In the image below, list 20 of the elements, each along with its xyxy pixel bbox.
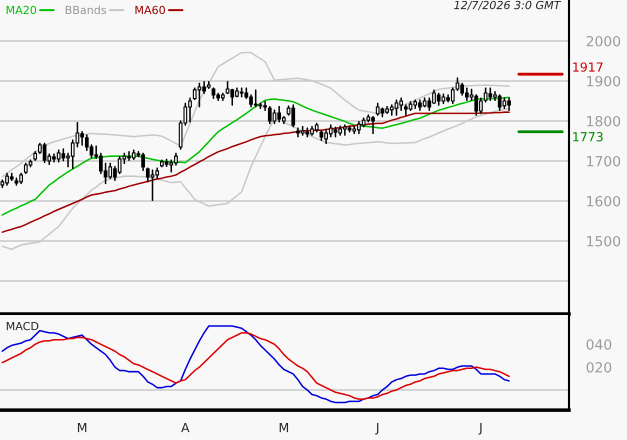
y-tick-label: 1800 bbox=[587, 116, 620, 126]
x-tick-label: J bbox=[375, 422, 378, 435]
x-tick-label: M bbox=[78, 422, 86, 432]
chart-title: MACD bbox=[6, 322, 38, 330]
y-tick-label: 020 bbox=[586, 362, 612, 373]
ref-line-label: 1917 bbox=[573, 62, 603, 72]
annotation: 12/7/2026 3:0 GMT bbox=[454, 0, 562, 10]
x-tick-label: A bbox=[181, 422, 190, 432]
y-tick-label: 040 bbox=[586, 339, 612, 350]
x-tick-label: J bbox=[478, 422, 482, 435]
y-tick-label: 1900 bbox=[587, 76, 620, 86]
y-tick-label: 1600 bbox=[587, 196, 620, 206]
y-tick-label: 1500 bbox=[587, 236, 620, 246]
y-tick-label: 1700 bbox=[587, 156, 620, 166]
y-tick-label: 2000 bbox=[586, 36, 620, 46]
legend-label: BBands bbox=[66, 6, 106, 14]
ref-line-label: 1773 bbox=[573, 132, 603, 142]
x-tick-label: M bbox=[280, 422, 288, 432]
legend-label: MA60 bbox=[135, 6, 165, 14]
legend-label: MA20 bbox=[6, 6, 36, 14]
